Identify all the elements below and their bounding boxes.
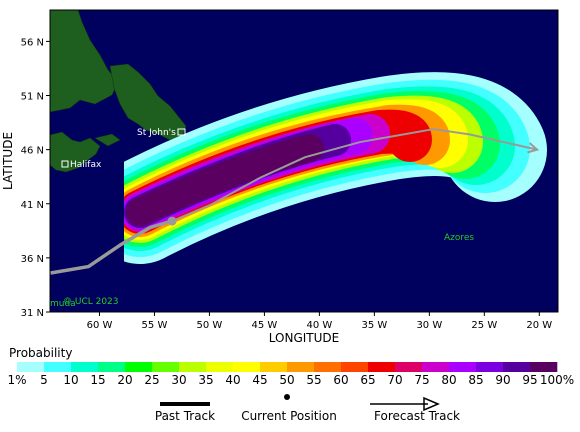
y-tick-label: 56 N xyxy=(21,37,44,48)
x-tick-label: 55 W xyxy=(142,320,168,331)
forecast-arrowhead xyxy=(527,142,540,154)
legend-label: 50 xyxy=(279,373,294,387)
x-tick-label: 25 W xyxy=(471,320,497,331)
color-swatch xyxy=(395,362,423,372)
map: St John's Halifax Azores muda © UCL 2023 xyxy=(50,10,558,312)
legend-label: 95 xyxy=(522,373,537,387)
legend-label: 75 xyxy=(414,373,429,387)
y-tick-label: 46 N xyxy=(21,146,44,157)
legend-label: 30 xyxy=(171,373,186,387)
x-tick-label: 50 W xyxy=(197,320,223,331)
x-tick-label: 30 W xyxy=(416,320,442,331)
color-swatch xyxy=(152,362,180,372)
color-swatch xyxy=(206,362,234,372)
y-axis-label: LATITUDE xyxy=(1,132,15,190)
color-swatch xyxy=(17,362,45,372)
x-axis-label: LONGITUDE xyxy=(269,331,339,345)
legend-label: 70 xyxy=(387,373,402,387)
legend-item: Forecast Track xyxy=(374,409,460,423)
color-swatch xyxy=(233,362,261,372)
legend-label: 45 xyxy=(252,373,267,387)
legend-label: 15 xyxy=(90,373,105,387)
color-swatch xyxy=(44,362,72,372)
current-position xyxy=(167,216,177,226)
place-label: muda xyxy=(50,299,76,309)
city-marker xyxy=(61,160,69,168)
color-swatch xyxy=(449,362,477,372)
past-track xyxy=(50,219,173,275)
x-tick-label: 20 W xyxy=(526,320,552,331)
color-swatch xyxy=(179,362,207,372)
color-swatch xyxy=(422,362,450,372)
color-swatch xyxy=(368,362,396,372)
probability-swath xyxy=(124,72,547,264)
legend-label: 85 xyxy=(468,373,483,387)
color-swatch xyxy=(341,362,369,372)
map-frame xyxy=(49,9,559,313)
track xyxy=(50,128,540,275)
legend-label: 5 xyxy=(40,373,48,387)
color-swatch xyxy=(125,362,153,372)
legend-label: 25 xyxy=(144,373,159,387)
place-label: St John's xyxy=(137,128,176,138)
legend-title: Probability xyxy=(9,346,72,360)
current-position-key xyxy=(284,394,290,400)
legend-item: Past Track xyxy=(155,409,215,423)
legend-label: 90 xyxy=(495,373,510,387)
place-label: Halifax xyxy=(70,160,102,170)
x-tick-label: 35 W xyxy=(361,320,387,331)
y-tick-label: 31 N xyxy=(21,308,44,319)
color-swatch xyxy=(98,362,126,372)
forecast-track xyxy=(171,128,538,222)
legend-label: 65 xyxy=(360,373,375,387)
legend-label: 10 xyxy=(63,373,78,387)
legend-label: 60 xyxy=(333,373,348,387)
color-swatch xyxy=(260,362,288,372)
color-swatch xyxy=(476,362,504,372)
legend-item: Current Position xyxy=(241,409,337,423)
color-swatch xyxy=(71,362,99,372)
y-tick-label: 51 N xyxy=(21,92,44,103)
legend-label: 35 xyxy=(198,373,213,387)
x-tick-label: 45 W xyxy=(252,320,278,331)
legend-label: 80 xyxy=(441,373,456,387)
legend-label: 20 xyxy=(117,373,132,387)
x-tick-label: 40 W xyxy=(306,320,332,331)
forecast-track-key xyxy=(423,396,440,412)
color-swatch xyxy=(314,362,342,372)
color-swatch xyxy=(503,362,531,372)
legend-label: 40 xyxy=(225,373,240,387)
legend-label: 1% xyxy=(7,373,26,387)
color-swatch xyxy=(287,362,315,372)
legend-label: 100% xyxy=(540,373,574,387)
color-swatch xyxy=(530,362,558,372)
place-label: Azores xyxy=(444,233,474,243)
y-tick-label: 41 N xyxy=(21,200,44,211)
copyright: © UCL 2023 xyxy=(63,297,119,307)
city-marker xyxy=(177,128,186,136)
legend-label: 55 xyxy=(306,373,321,387)
x-tick-label: 60 W xyxy=(87,320,113,331)
y-tick-label: 36 N xyxy=(21,254,44,265)
